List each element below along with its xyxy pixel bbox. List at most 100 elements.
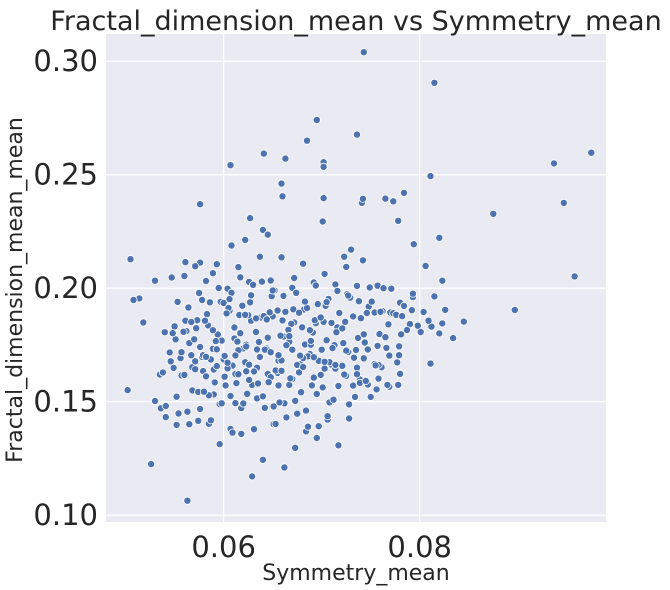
scatter-point <box>168 329 177 338</box>
scatter-point <box>271 419 280 428</box>
scatter-point <box>342 346 351 355</box>
scatter-point <box>359 354 368 363</box>
scatter-point <box>327 318 336 327</box>
x-tick-label: 0.06 <box>191 530 256 564</box>
scatter-point <box>430 78 439 87</box>
scatter-point <box>288 345 297 354</box>
scatter-point <box>238 301 247 310</box>
scatter-point <box>183 496 192 505</box>
scatter-point <box>299 259 308 268</box>
scatter-point <box>221 381 230 390</box>
scatter-point <box>587 148 596 157</box>
scatter-point <box>268 286 277 295</box>
scatter-point <box>396 369 405 378</box>
scatter-point <box>169 363 178 372</box>
scatter-point <box>351 345 360 354</box>
scatter-point <box>278 192 287 201</box>
scatter-point <box>172 392 181 401</box>
scatter-point <box>277 179 286 188</box>
scatter-point <box>249 425 258 434</box>
scatter-point <box>165 348 174 357</box>
scatter-point <box>220 372 229 381</box>
scatter-point <box>275 398 284 407</box>
scatter-point <box>200 316 209 325</box>
scatter-point <box>342 262 351 271</box>
scatter-point <box>255 252 264 261</box>
scatter-point <box>279 291 288 300</box>
scatter-point <box>358 194 367 203</box>
scatter-point <box>206 416 215 425</box>
scatter-point <box>312 116 321 125</box>
scatter-point <box>201 372 210 381</box>
scatter-point <box>318 383 327 392</box>
scatter-point <box>217 399 226 408</box>
scatter-point <box>126 255 135 264</box>
scatter-point <box>273 306 282 315</box>
scatter-point <box>328 344 337 353</box>
scatter-point <box>424 316 433 325</box>
scatter-point <box>385 351 394 360</box>
scatter-point <box>409 240 418 249</box>
scatter-point <box>208 326 217 335</box>
scatter-point <box>407 306 416 315</box>
scatter-point <box>184 303 193 312</box>
scatter-point <box>297 388 306 397</box>
scatter-point <box>361 376 370 385</box>
scatter-point <box>323 412 332 421</box>
scatter-point <box>312 433 321 442</box>
scatter-point <box>320 269 329 278</box>
scatter-point <box>360 338 369 347</box>
scatter-point <box>289 305 298 314</box>
scatter-point <box>191 365 200 374</box>
scatter-point <box>314 422 323 431</box>
scatter-point <box>372 385 381 394</box>
scatter-point <box>251 314 260 323</box>
scatter-point <box>234 370 243 379</box>
scatter-point <box>280 463 289 472</box>
scatter-point <box>291 396 300 405</box>
scatter-point <box>341 317 350 326</box>
scatter-point <box>247 291 256 300</box>
scatter-point <box>260 403 269 412</box>
scatter-point <box>389 197 398 206</box>
scatter-point <box>264 378 273 387</box>
scatter-point <box>381 333 390 342</box>
scatter-point <box>282 413 291 422</box>
scatter-point <box>181 258 190 267</box>
scatter-point <box>234 263 243 272</box>
scatter-point <box>210 378 219 387</box>
scatter-point <box>174 409 183 418</box>
scatter-point <box>212 260 221 269</box>
scatter-point <box>426 359 435 368</box>
scatter-point <box>266 276 275 285</box>
scatter-point <box>212 362 221 371</box>
scatter-point <box>359 330 368 339</box>
scatter-point <box>381 194 390 203</box>
scatter-point <box>312 389 321 398</box>
scatter-point <box>170 322 179 331</box>
scatter-point <box>201 352 210 361</box>
scatter-point <box>230 323 239 332</box>
scatter-point <box>231 399 240 408</box>
scatter-point <box>459 317 468 326</box>
scatter-point <box>319 194 328 203</box>
scatter-point <box>243 389 252 398</box>
scatter-point <box>266 348 275 357</box>
scatter-point <box>435 233 444 242</box>
y-tick-label: 0.10 <box>33 498 98 532</box>
scatter-point <box>211 337 220 346</box>
scatter-point <box>395 351 404 360</box>
scatter-point <box>147 460 156 469</box>
scatter-point <box>419 307 428 316</box>
scatter-point <box>177 348 186 357</box>
scatter-point <box>352 281 361 290</box>
scatter-point <box>334 441 343 450</box>
scatter-point <box>338 324 347 333</box>
scatter-point <box>241 235 250 244</box>
scatter-point <box>220 351 229 360</box>
scatter-point <box>232 379 241 388</box>
scatter-point <box>387 284 396 293</box>
scatter-point <box>317 345 326 354</box>
scatter-point <box>303 422 312 431</box>
